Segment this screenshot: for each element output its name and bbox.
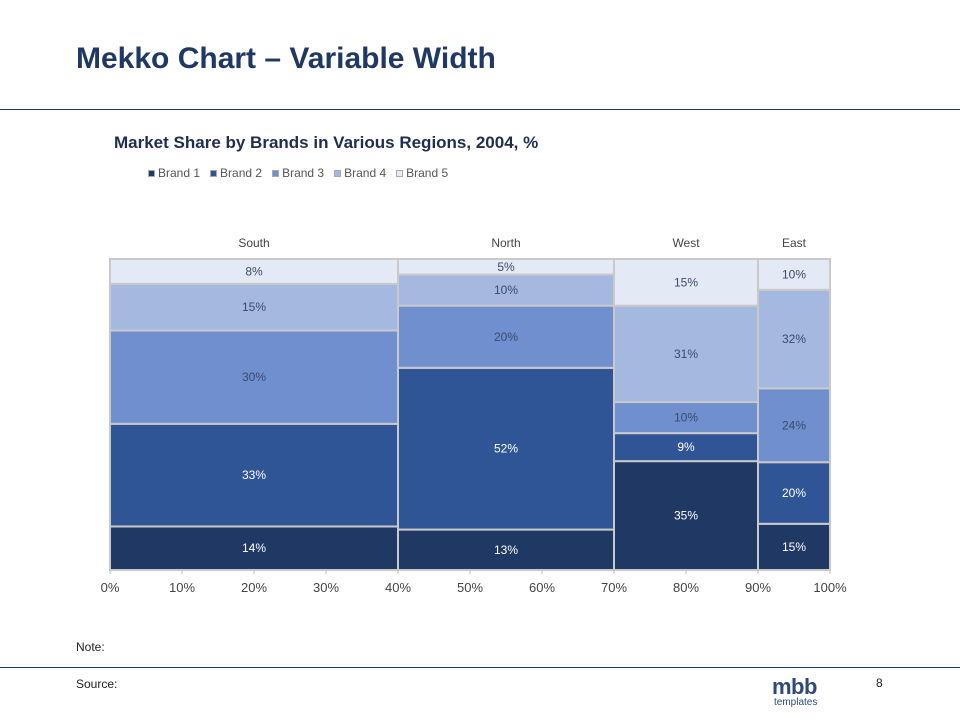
x-tick-label: 30% xyxy=(313,580,339,595)
x-tick-label: 70% xyxy=(601,580,627,595)
data-label: 30% xyxy=(242,370,266,384)
data-label: 33% xyxy=(242,468,266,482)
segment-east-brand-2 xyxy=(757,461,831,525)
column-label-south: South xyxy=(238,236,269,250)
legend-item-brand-3: Brand 3 xyxy=(272,166,324,180)
segment-east-brand-3 xyxy=(757,387,831,464)
data-label: 10% xyxy=(674,411,698,425)
legend-label: Brand 1 xyxy=(158,166,201,180)
x-tick-label: 100% xyxy=(813,580,847,595)
legend-swatch xyxy=(210,169,218,177)
legend: Brand 1 Brand 2 Brand 3 Brand 4 Brand 5 xyxy=(148,166,448,180)
column-label-north: North xyxy=(491,236,520,250)
note-label: Note: xyxy=(76,640,105,654)
x-tick-label: 20% xyxy=(241,580,267,595)
x-tick-label: 90% xyxy=(745,580,771,595)
x-tick-label: 0% xyxy=(101,580,120,595)
data-label: 15% xyxy=(242,300,266,314)
data-label: 8% xyxy=(245,264,263,278)
legend-item-brand-1: Brand 1 xyxy=(148,166,200,180)
legend-item-brand-4: Brand 4 xyxy=(334,166,386,180)
legend-item-brand-5: Brand 5 xyxy=(396,166,448,180)
logo-sub: templates xyxy=(774,697,818,708)
legend-label: Brand 3 xyxy=(282,166,325,180)
data-label: 52% xyxy=(494,442,518,456)
x-tick-label: 10% xyxy=(169,580,195,595)
legend-swatch xyxy=(396,169,404,177)
data-label: 15% xyxy=(674,275,698,289)
legend-swatch xyxy=(148,169,155,177)
segment-east-brand-5 xyxy=(757,258,831,291)
x-tick-label: 40% xyxy=(385,580,411,595)
data-label: 14% xyxy=(242,541,266,555)
slide-title: Mekko Chart – Variable Width xyxy=(76,42,496,75)
data-label: 31% xyxy=(674,347,698,361)
segment-east-brand-1 xyxy=(757,522,831,572)
chart-title: Market Share by Brands in Various Region… xyxy=(114,133,539,152)
segment-north-brand-2 xyxy=(397,366,615,531)
data-label: 24% xyxy=(782,418,806,432)
column-label-west: West xyxy=(672,236,700,250)
header-divider xyxy=(0,109,960,110)
data-label: 20% xyxy=(494,330,518,344)
legend-label: Brand 4 xyxy=(344,166,387,180)
segment-north-brand-1 xyxy=(397,528,615,572)
x-tick-label: 80% xyxy=(673,580,699,595)
data-label: 20% xyxy=(782,486,806,500)
segment-west-brand-5 xyxy=(613,258,759,307)
legend-item-brand-2: Brand 2 xyxy=(210,166,262,180)
segment-south-brand-4 xyxy=(109,282,399,332)
segment-north-brand-3 xyxy=(397,304,615,369)
column-label-east: East xyxy=(782,236,807,250)
legend-swatch xyxy=(272,169,280,177)
legend-swatch xyxy=(334,169,342,177)
brand-logo: mbb templates xyxy=(772,676,852,716)
data-label: 32% xyxy=(782,332,806,346)
data-label: 10% xyxy=(782,267,806,281)
legend-label: Brand 2 xyxy=(220,166,263,180)
legend-label: Brand 5 xyxy=(406,166,449,180)
data-label: 15% xyxy=(782,540,806,554)
x-tick-label: 50% xyxy=(457,580,483,595)
x-tick-label: 60% xyxy=(529,580,555,595)
data-label: 13% xyxy=(494,543,518,557)
data-label: 9% xyxy=(677,440,695,454)
data-label: 5% xyxy=(497,260,515,274)
data-label: 10% xyxy=(494,283,518,297)
logo-word: mbb xyxy=(772,674,817,699)
data-label: 35% xyxy=(674,509,698,523)
page-number: 8 xyxy=(876,676,883,690)
footer-divider xyxy=(0,667,960,668)
source-label: Source: xyxy=(76,677,118,691)
segment-west-brand-4 xyxy=(613,304,759,404)
